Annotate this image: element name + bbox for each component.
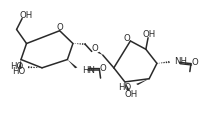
Text: O: O bbox=[123, 34, 130, 43]
Polygon shape bbox=[67, 60, 77, 68]
Text: O: O bbox=[57, 23, 64, 32]
Text: HO: HO bbox=[118, 83, 131, 92]
Polygon shape bbox=[97, 52, 103, 55]
Text: O: O bbox=[191, 58, 198, 67]
Text: HN: HN bbox=[82, 66, 95, 75]
Text: NH: NH bbox=[174, 57, 187, 66]
Polygon shape bbox=[136, 79, 149, 85]
Text: O: O bbox=[92, 44, 98, 53]
Text: OH: OH bbox=[143, 30, 156, 39]
Text: HO: HO bbox=[10, 62, 23, 71]
Text: OH: OH bbox=[19, 11, 33, 20]
Polygon shape bbox=[125, 82, 130, 91]
Text: OH: OH bbox=[125, 90, 138, 99]
Text: HO: HO bbox=[12, 67, 25, 76]
Polygon shape bbox=[19, 60, 21, 68]
Text: O: O bbox=[100, 64, 106, 73]
